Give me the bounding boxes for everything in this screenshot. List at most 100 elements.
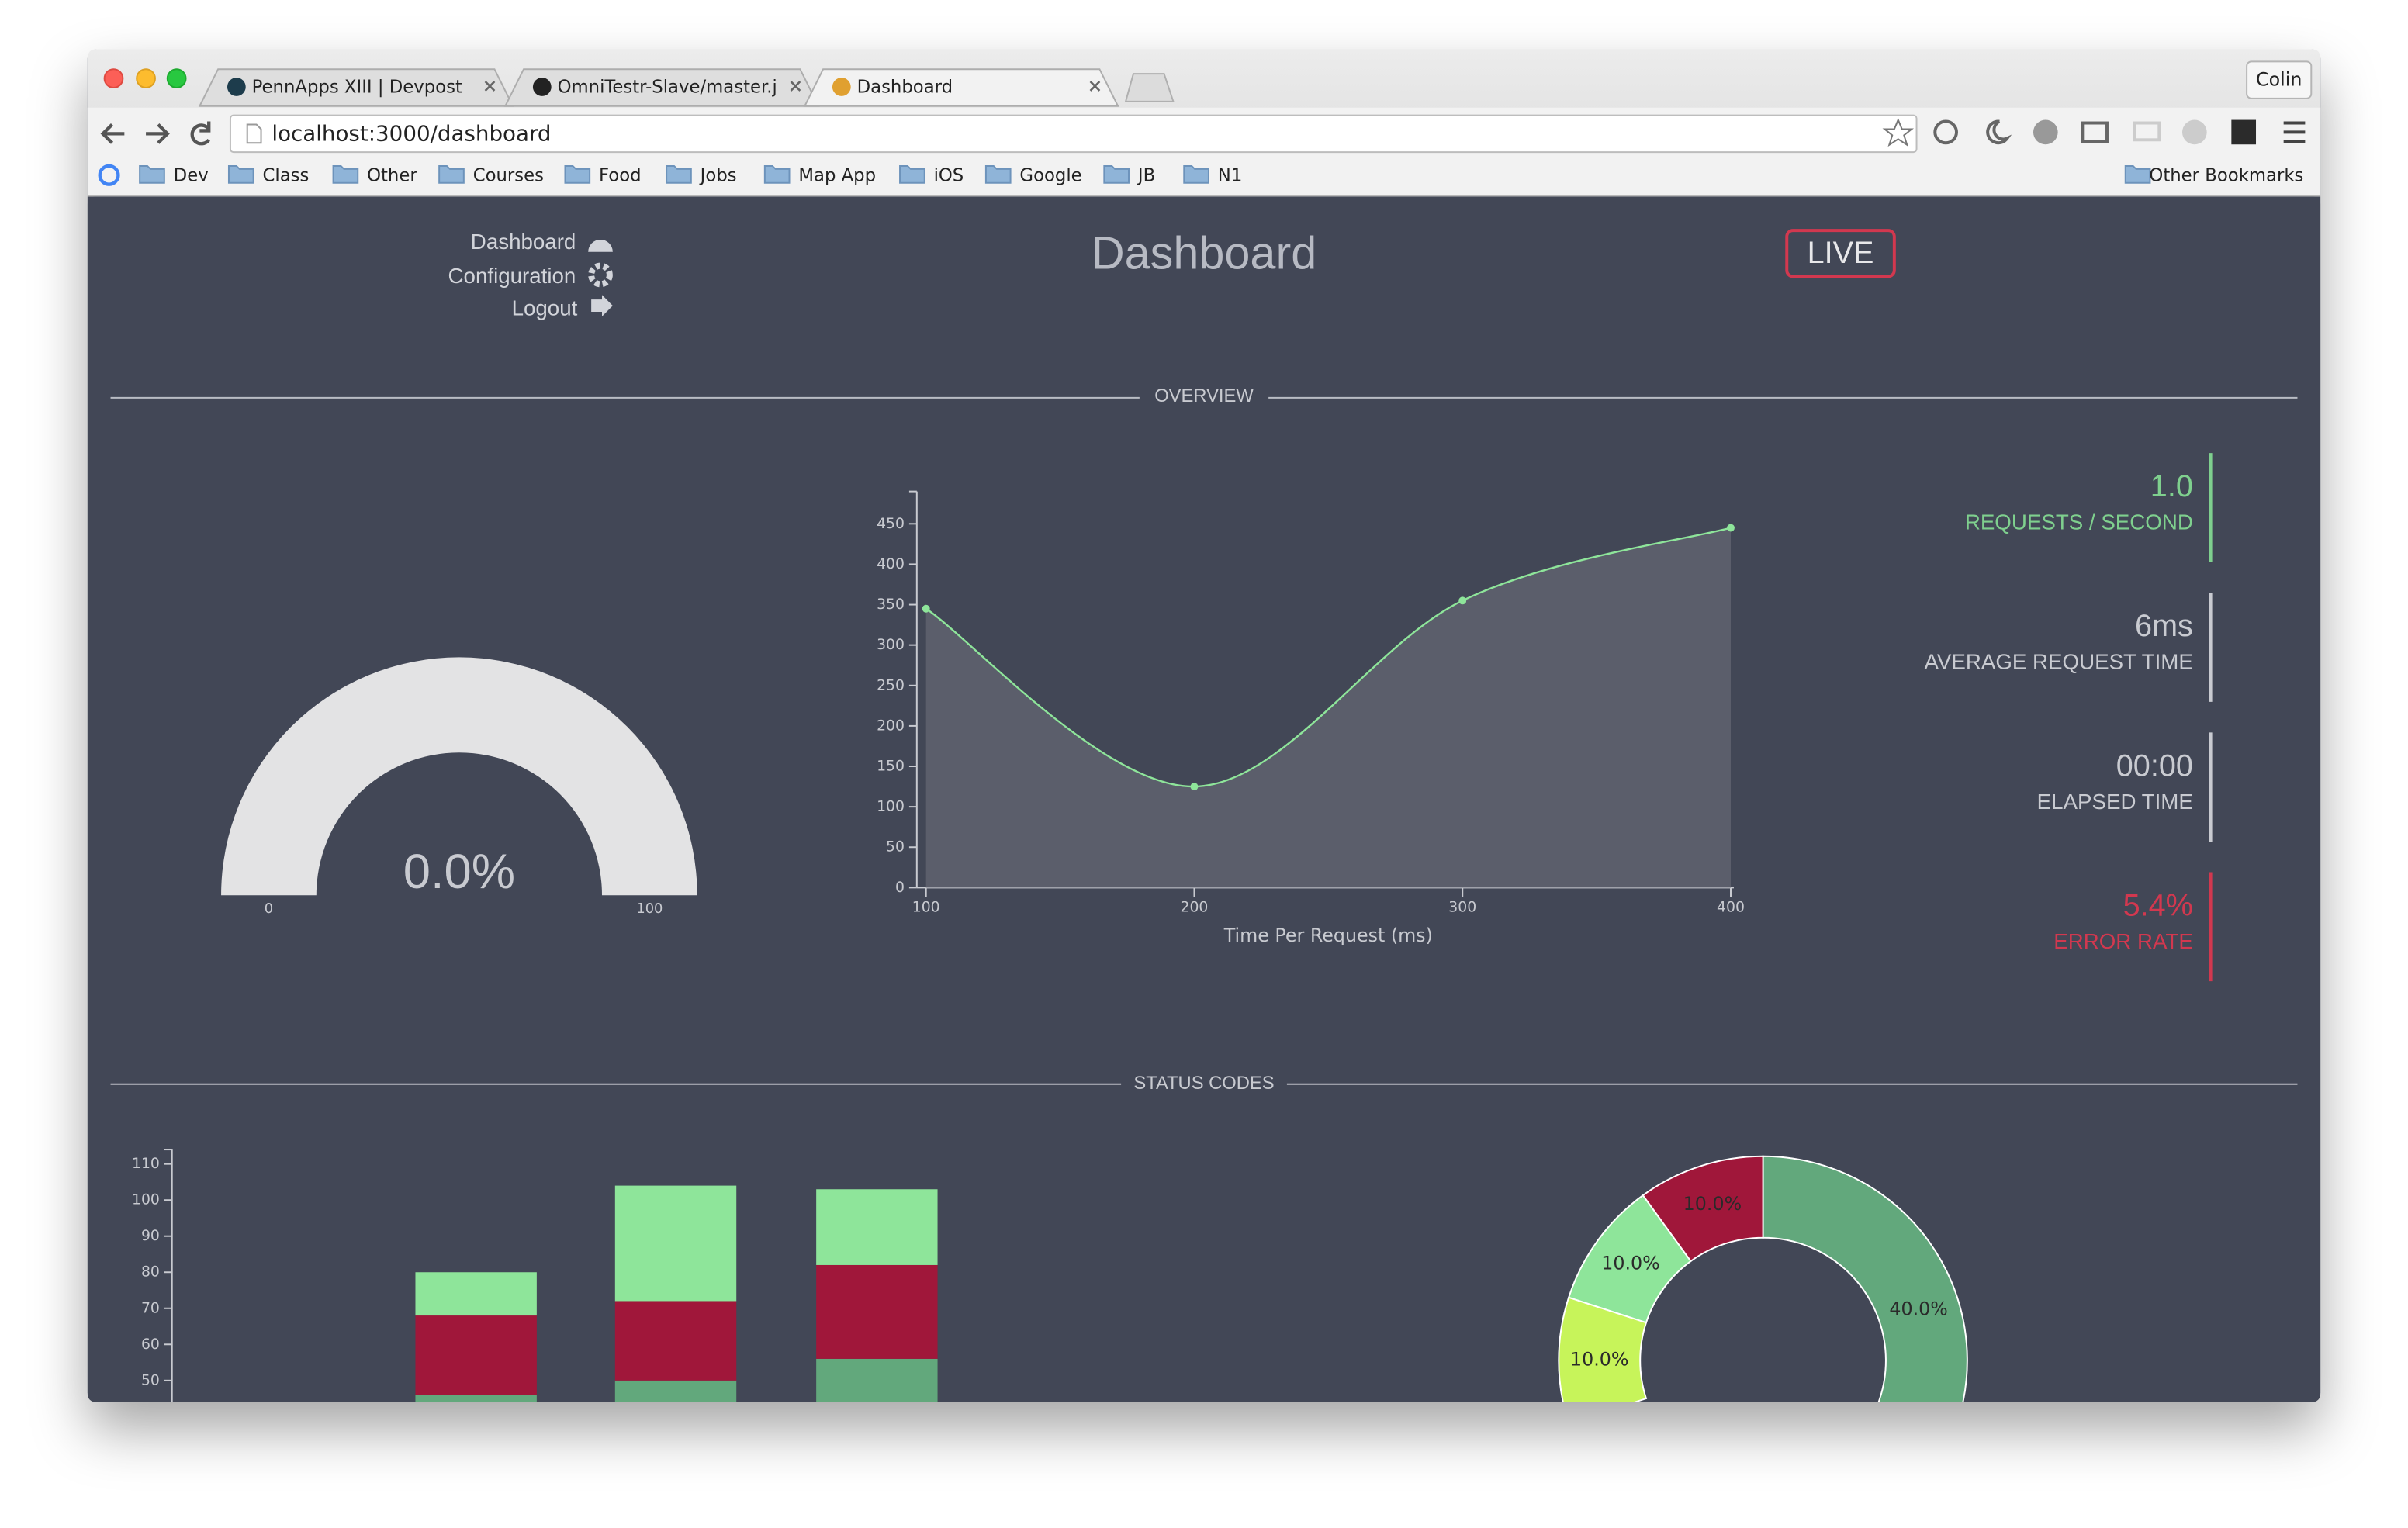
bookmarks-bar: Dev Class Other Courses Food Jobs Map App iOS Go… (139, 164, 1243, 185)
y-tick-label: 300 (877, 637, 905, 653)
folder-icon (564, 164, 591, 184)
extension-icon[interactable] (1986, 119, 2012, 145)
folder-icon (1103, 164, 1130, 184)
extension-icon[interactable] (2182, 119, 2207, 145)
extensions (1933, 119, 2306, 145)
new-tab-button[interactable] (1124, 73, 1175, 102)
nav-link[interactable]: Logout (512, 296, 578, 320)
y-tick-label: 400 (877, 556, 905, 572)
point (922, 604, 930, 613)
tab-favicon (532, 78, 552, 96)
stat-label: REQUESTS / SECOND (1965, 510, 2193, 534)
dashboard-icon (588, 239, 613, 252)
extension-icon[interactable] (2033, 119, 2058, 145)
forward-button[interactable] (146, 123, 170, 144)
extension-icon[interactable] (2133, 121, 2161, 142)
extension-icon[interactable] (2231, 119, 2257, 145)
section-title: STATUS CODES (1133, 1073, 1274, 1094)
nav-link[interactable]: Configuration (448, 264, 576, 288)
x-tick-label: 300 (1448, 900, 1476, 916)
y-tick-label: 250 (877, 677, 905, 693)
cast-icon[interactable] (2081, 121, 2109, 143)
tab-close[interactable] (484, 81, 496, 92)
tab[interactable] (198, 68, 514, 107)
tab-close[interactable] (1089, 81, 1101, 92)
pie-slice (1642, 1155, 1764, 1263)
folder-icon (763, 164, 791, 184)
stat-label: AVERAGE REQUEST TIME (1924, 650, 2192, 674)
tab-strip: PennApps XIII | Devpost OmniTestr-Slave/m… (198, 68, 1119, 107)
bar-segment (614, 1185, 737, 1302)
profile-button[interactable] (2246, 60, 2313, 99)
tab[interactable] (803, 68, 1119, 107)
y-tick-label: 350 (877, 596, 905, 613)
pie-label: 10.0% (1683, 1193, 1742, 1215)
dashboard: Dashboard Configuration Logout Dashboard… (87, 196, 2321, 1402)
bar-segment (816, 1264, 938, 1359)
bar-segment (415, 1395, 537, 1402)
gauge-value-label: 0.0% (403, 845, 515, 899)
address-bar[interactable] (229, 114, 1918, 154)
point (1727, 524, 1735, 532)
bookmark[interactable]: Food (599, 165, 642, 185)
url[interactable]: localhost:3000/dashboard (272, 120, 551, 146)
stat-value: 00:00 (2116, 748, 2193, 783)
tab-title[interactable]: OmniTestr-Slave/master.js (558, 77, 787, 97)
other-bookmarks[interactable]: Other Bookmarks (2149, 165, 2303, 185)
nav-buttons (100, 121, 211, 146)
folder-icon (438, 164, 465, 184)
bookmark[interactable]: Google (1019, 165, 1081, 185)
stat-label: ERROR RATE (2053, 929, 2193, 953)
tab[interactable] (503, 68, 820, 107)
tab-title[interactable]: PennApps XIII | Devpost (252, 77, 462, 97)
menu-button[interactable] (2283, 121, 2306, 143)
folder-icon (139, 164, 165, 184)
extension-icon[interactable] (1933, 119, 1958, 145)
y-tick-label: 60 (141, 1336, 160, 1353)
y-tick-label: 150 (877, 759, 905, 775)
tab-close[interactable] (790, 81, 801, 92)
bookmark[interactable]: Other (367, 165, 417, 185)
back-button[interactable] (100, 123, 125, 144)
bookmark[interactable]: Map App (798, 165, 876, 185)
bookmark-star[interactable] (1882, 117, 1915, 147)
bookmark[interactable]: Courses (473, 165, 544, 185)
charts: 0.0% 0 100 0 50 100 150 200 250 300 350 400 450 100 20… (132, 490, 1968, 1402)
reload-button[interactable] (190, 121, 211, 146)
gauge-range-label: 0 (265, 901, 273, 917)
bookmark[interactable]: JB (1137, 165, 1155, 185)
bookmark[interactable]: Class (263, 165, 310, 185)
y-tick-label: 90 (141, 1228, 160, 1244)
stat-value: 6ms (2135, 609, 2193, 643)
bookmark[interactable]: Dev (174, 165, 209, 185)
tab-title[interactable]: Dashboard (857, 77, 953, 97)
y-tick-label: 80 (141, 1264, 160, 1281)
nav-icons (588, 239, 613, 316)
y-tick-label: 70 (141, 1300, 160, 1316)
maximize-button[interactable] (166, 68, 187, 88)
bookmark[interactable]: Jobs (699, 165, 737, 185)
bar-segment (816, 1358, 938, 1402)
nav-link[interactable]: Dashboard (471, 230, 576, 254)
bar-segment (614, 1301, 737, 1381)
y-tick-label: 50 (886, 839, 905, 856)
y-tick-label: 450 (877, 516, 905, 532)
page-title: Dashboard (1092, 226, 1316, 278)
gauge-track (221, 657, 697, 896)
folder-icon (899, 164, 925, 184)
bookmark[interactable]: iOS (934, 165, 964, 185)
folder-icon (666, 164, 692, 184)
minimize-button[interactable] (136, 68, 156, 88)
pie-label: 10.0% (1601, 1253, 1659, 1274)
close-button[interactable] (103, 68, 124, 88)
bookmark[interactable]: N1 (1218, 165, 1243, 185)
y-tick-label: 100 (877, 799, 905, 815)
pie-slice (1762, 1155, 1968, 1402)
logout-icon (591, 295, 613, 316)
x-tick-label: 200 (1181, 900, 1209, 916)
bar-segment (614, 1380, 737, 1402)
x-tick-label: 100 (912, 900, 940, 916)
stat-label: ELAPSED TIME (2037, 790, 2193, 814)
